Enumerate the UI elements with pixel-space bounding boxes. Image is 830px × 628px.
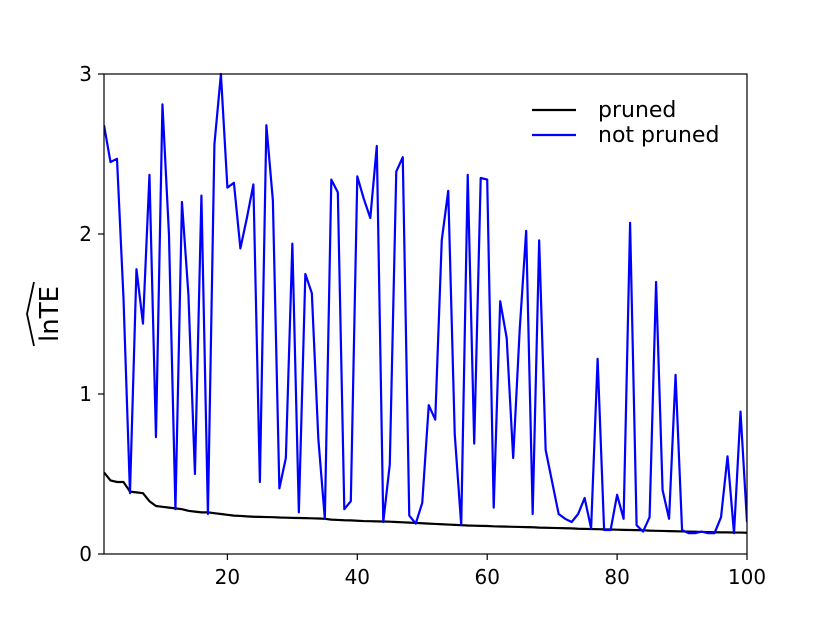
axes-layer: 20 40 60 80 100 0 1 2 3 — [79, 62, 766, 589]
x-tick-label: 40 — [345, 565, 370, 589]
y-tick-label: 0 — [79, 542, 92, 566]
x-tick-label: 100 — [728, 565, 766, 589]
y-axis-label-hat — [26, 281, 35, 347]
legend-label-not-pruned: not pruned — [598, 123, 719, 148]
series-layer — [104, 72, 747, 535]
x-tick-label: 20 — [215, 565, 240, 589]
y-tick-label: 3 — [79, 62, 92, 86]
y-tick-label: 1 — [79, 382, 92, 406]
x-tick-label: 80 — [604, 565, 629, 589]
series-line-pruned — [104, 471, 747, 534]
x-tick-label: 60 — [474, 565, 499, 589]
y-axis-label: lnTE — [35, 286, 65, 342]
series-line-not-pruned — [104, 72, 747, 535]
plot-frame — [103, 73, 748, 555]
y-axis-label-group: lnTE — [26, 281, 65, 347]
y-tick-label: 2 — [79, 222, 92, 246]
legend-label-pruned: pruned — [598, 98, 676, 123]
